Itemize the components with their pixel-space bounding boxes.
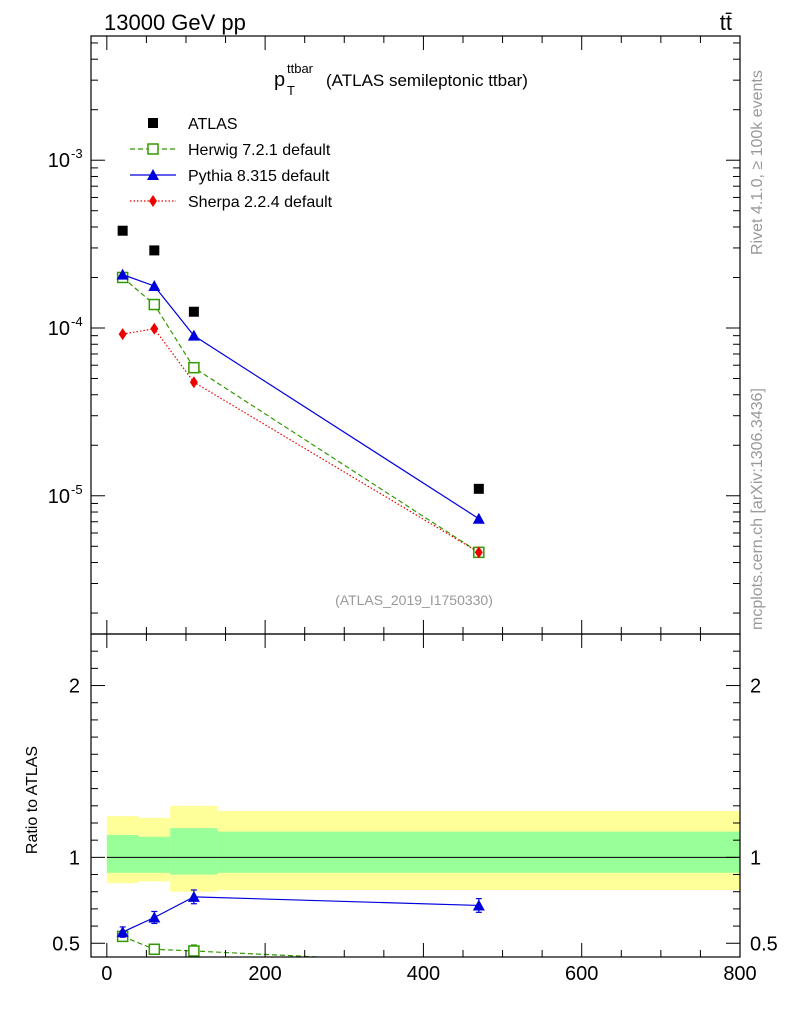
sherpa-point	[118, 328, 127, 341]
ratio-band-inner	[217, 831, 740, 873]
main-ticks: 10-310-410-5	[48, 36, 741, 634]
source-label: mcplots.cern.ch [arXiv:1306.3436]	[749, 388, 766, 630]
ratio-bands-layer	[106, 805, 740, 892]
legend-marker-herwig	[147, 143, 159, 155]
chart-title-subscript: T	[287, 83, 295, 98]
legend-entry-herwig: Herwig 7.2.1 default	[130, 142, 331, 159]
energy-label: 13000 GeV pp	[104, 10, 246, 35]
atlas-point	[149, 245, 160, 256]
herwig-ratio-point	[148, 943, 161, 956]
main-panel: 10-310-410-5 p T ttbar (ATLAS semilepton…	[48, 35, 741, 635]
pythia-point	[148, 279, 161, 291]
atlas-point	[473, 483, 484, 494]
ratio-y-tick-label: 0.5	[52, 933, 80, 955]
legend-label-herwig: Herwig 7.2.1 default	[188, 142, 331, 159]
main-y-tick-label-exponent: -4	[71, 314, 83, 329]
legend-label-atlas: ATLAS	[188, 116, 238, 133]
ratio-y-tick-label-right: 1	[750, 847, 761, 869]
rivet-version-label: Rivet 4.1.0, ≥ 100k events	[749, 70, 766, 255]
atlas-point	[117, 225, 128, 236]
sherpa-line	[122, 328, 480, 553]
pythia-ratio-point	[472, 899, 485, 911]
legend-marker-pythia	[147, 169, 159, 180]
sherpa-point	[150, 322, 159, 335]
analysis-tag: (ATLAS_2019_I1750330)	[335, 592, 493, 608]
sherpa-point	[474, 546, 483, 559]
ratio-y-tick-label: 2	[69, 676, 80, 698]
herwig-ratio-line	[122, 935, 331, 957]
legend-marker-atlas	[148, 118, 158, 128]
ratio-band-inner	[106, 835, 139, 873]
herwig-ratio-point	[188, 945, 200, 957]
ratio-y-tick-label: 1	[69, 847, 80, 869]
ratio-frame	[90, 633, 741, 958]
pythia-point	[472, 512, 485, 524]
legend: ATLAS Herwig 7.2.1 default Pythia 8.315 …	[130, 116, 333, 211]
chart-title-rest: (ATLAS semileptonic ttbar)	[326, 71, 528, 90]
pythia-line	[122, 274, 480, 520]
process-label: tt̄	[720, 10, 732, 35]
pythia-point	[187, 329, 200, 341]
sherpa-point	[189, 376, 198, 389]
legend-label-sherpa: Sherpa 2.2.4 default	[188, 194, 333, 211]
x-tick-label: 200	[248, 963, 281, 985]
main-y-tick-label: 10	[48, 318, 70, 340]
x-tick-label: 800	[723, 963, 756, 985]
main-y-tick-label-exponent: -3	[71, 146, 83, 161]
herwig-line	[122, 277, 480, 553]
chart-title: p	[274, 69, 285, 91]
pythia-ratio-line	[122, 896, 479, 933]
legend-entry-atlas: ATLAS	[148, 116, 238, 133]
herwig-point	[148, 298, 161, 311]
main-y-tick-label-exponent: -5	[71, 482, 83, 497]
ratio-band-inner	[170, 828, 218, 875]
ratio-ticks: 0.5 0.5 1 1 2 2 0 200 400 600 800	[52, 634, 778, 985]
chart-title-superscript: ttbar	[287, 61, 314, 76]
main-series-layer	[116, 225, 485, 559]
legend-marker-sherpa	[149, 195, 157, 207]
pythia-ratio-point	[187, 890, 200, 902]
legend-entry-sherpa: Sherpa 2.2.4 default	[130, 194, 333, 211]
ratio-y-tick-label-right: 2	[750, 676, 761, 698]
herwig-point	[188, 361, 200, 374]
ratio-y-tick-label-right: 0.5	[750, 933, 778, 955]
x-tick-label: 400	[407, 963, 440, 985]
pythia-point	[116, 268, 129, 280]
main-y-tick-label: 10	[48, 486, 70, 508]
legend-entry-pythia: Pythia 8.315 default	[130, 168, 330, 185]
pythia-ratio-point	[116, 926, 129, 938]
x-tick-label: 0	[101, 963, 112, 985]
main-y-tick-label: 10	[48, 150, 70, 172]
pythia-ratio-point	[148, 911, 161, 923]
legend-label-pythia: Pythia 8.315 default	[188, 168, 330, 185]
ratio-band-inner	[138, 836, 171, 873]
ratio-y-axis-label: Ratio to ATLAS	[24, 746, 41, 854]
ratio-series-layer	[116, 889, 485, 957]
ratio-panel: 0.5 0.5 1 1 2 2 0 200 400 600 800 Ratio to ATLAS	[24, 633, 778, 985]
atlas-point	[188, 306, 199, 317]
x-tick-label: 600	[565, 963, 598, 985]
